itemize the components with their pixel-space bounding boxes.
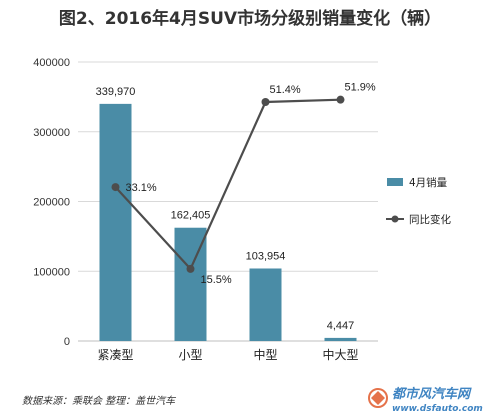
category-labels: 紧凑型 小型 中型 中大型	[97, 347, 358, 362]
bar	[324, 337, 357, 341]
yoy-value-label: 33.1%	[126, 182, 157, 194]
watermark-url: www.dsfauto.com	[392, 404, 483, 414]
yoy-line-path	[114, 98, 341, 271]
bar-value-labels: 339,970 162,405 103,954 4,447	[96, 86, 355, 332]
legend-line-label: 同比变化	[409, 213, 451, 226]
yoy-value-label: 15.5%	[201, 274, 232, 286]
bar-value-label: 103,954	[246, 250, 286, 262]
y-tick-label: 200000	[33, 197, 70, 209]
yoy-point	[111, 183, 120, 192]
legend-line-dot	[391, 215, 399, 223]
legend-bar-label: 4月销量	[409, 176, 448, 189]
y-tick-label: 0	[64, 336, 70, 348]
category-label: 小型	[178, 348, 202, 362]
yoy-line	[111, 95, 345, 273]
data-source-note: 数据来源：乘联会 整理：盖世汽车	[22, 395, 176, 407]
yoy-labels: 33.1% 15.5% 51.4% 51.9%	[126, 82, 376, 286]
legend-bar-swatch	[387, 178, 403, 186]
legend: 4月销量 同比变化	[386, 176, 451, 226]
watermark-logo-icon	[368, 388, 388, 408]
y-tick-label: 300000	[33, 127, 70, 139]
bars	[99, 103, 357, 341]
bar	[249, 268, 282, 341]
bar	[99, 103, 132, 341]
yoy-value-label: 51.9%	[345, 82, 376, 94]
yoy-point	[336, 95, 345, 104]
chart-title: 图2、2016年4月SUV市场分级别销量变化（辆）	[59, 8, 441, 29]
y-axis-ticks: 0 100000 200000 300000 400000	[33, 57, 70, 348]
bar-value-label: 162,405	[171, 210, 211, 222]
watermark-name: 都市风汽车网	[392, 386, 472, 402]
y-tick-label: 100000	[33, 266, 70, 278]
bar-value-label: 339,970	[96, 86, 136, 98]
watermark-logo-mark	[371, 391, 385, 405]
yoy-point	[261, 97, 270, 106]
bar-value-label: 4,447	[327, 320, 355, 332]
watermark: 都市风汽车网 www.dsfauto.com	[368, 386, 483, 414]
category-label: 紧凑型	[97, 348, 133, 362]
category-label: 中型	[253, 347, 277, 362]
y-tick-label: 400000	[33, 57, 70, 69]
yoy-point	[186, 264, 195, 273]
yoy-value-label: 51.4%	[270, 84, 301, 96]
category-label: 中大型	[322, 347, 358, 362]
